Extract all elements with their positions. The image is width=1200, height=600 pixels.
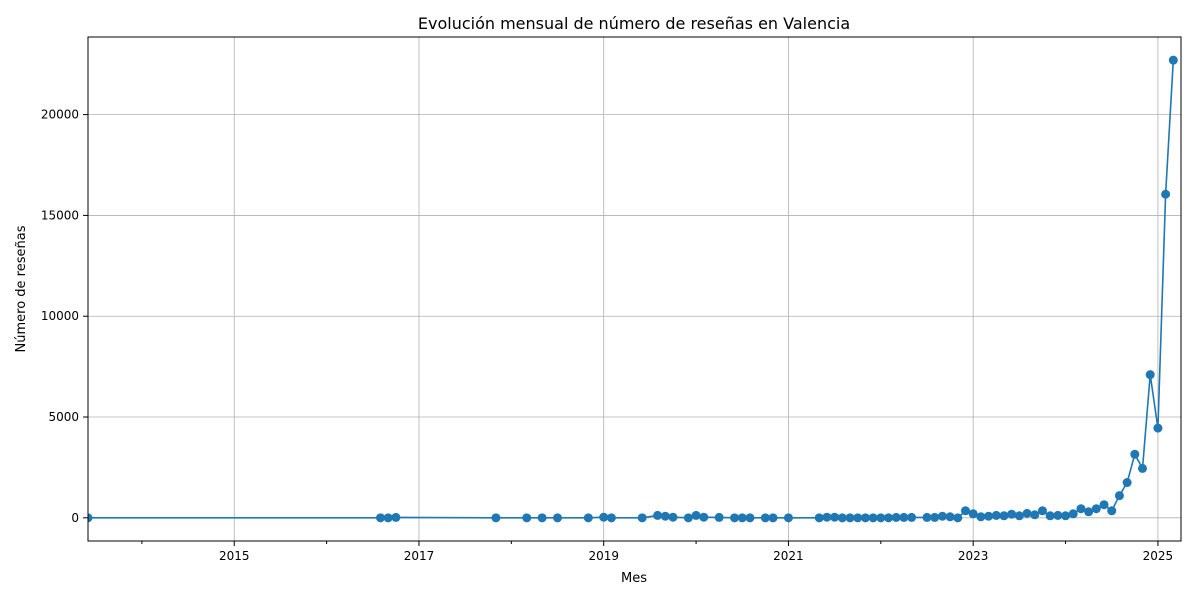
data-point — [1053, 510, 1063, 520]
data-point — [522, 513, 532, 523]
data-point — [1114, 491, 1124, 501]
data-point — [976, 512, 986, 522]
data-point — [1099, 500, 1109, 510]
data-point — [683, 513, 693, 523]
data-point — [1084, 507, 1094, 517]
data-point — [884, 513, 894, 523]
y-axis-label: Número de reseñas — [14, 225, 29, 352]
series-line — [88, 60, 1175, 519]
chart-title: Evolución mensual de número de reseñas e… — [418, 14, 850, 33]
data-point — [830, 512, 840, 522]
data-point — [860, 513, 870, 523]
data-point — [1068, 509, 1078, 519]
plot-frame — [87, 36, 1182, 542]
data-point — [1061, 511, 1071, 521]
data-point — [660, 511, 670, 521]
data-point — [88, 513, 93, 523]
data-point — [1161, 189, 1171, 199]
data-point — [907, 512, 917, 522]
x-tick-label: 2015 — [219, 549, 250, 563]
data-point — [537, 513, 547, 523]
data-point — [391, 512, 401, 522]
y-tick-label: 5000 — [48, 410, 79, 424]
data-point — [1107, 506, 1117, 516]
data-point — [699, 512, 709, 522]
data-point — [553, 513, 563, 523]
data-point — [1022, 508, 1032, 518]
data-point — [930, 512, 940, 522]
data-point — [937, 511, 947, 521]
data-point — [1138, 463, 1148, 473]
data-point — [1145, 370, 1155, 380]
data-point — [999, 511, 1009, 521]
data-point — [737, 513, 747, 523]
y-tick-label: 10000 — [41, 309, 79, 323]
data-point — [822, 512, 832, 522]
data-point — [583, 513, 593, 523]
data-point — [960, 506, 970, 516]
data-point — [945, 512, 955, 522]
x-tick-label: 2021 — [773, 549, 804, 563]
data-point — [853, 513, 863, 523]
data-point — [922, 512, 932, 522]
x-tick-label: 2023 — [958, 549, 989, 563]
data-point — [653, 510, 663, 520]
data-point — [1153, 423, 1163, 433]
data-point — [845, 513, 855, 523]
x-tick-label: 2017 — [404, 549, 435, 563]
data-point — [637, 513, 647, 523]
data-point — [606, 513, 616, 523]
data-point — [599, 512, 609, 522]
x-tick-label: 2025 — [1143, 549, 1174, 563]
data-point — [1076, 504, 1086, 514]
data-point — [668, 512, 678, 522]
data-point — [760, 513, 770, 523]
data-point — [899, 512, 909, 522]
data-point — [1014, 511, 1024, 521]
x-tick-label: 2019 — [588, 549, 619, 563]
data-point — [691, 510, 701, 520]
data-point — [968, 509, 978, 519]
data-series — [88, 55, 1178, 523]
data-point — [1030, 510, 1040, 520]
data-point — [783, 513, 793, 523]
data-point — [745, 513, 755, 523]
y-tick-label: 15000 — [41, 208, 79, 222]
data-point — [953, 513, 963, 523]
data-point — [1168, 55, 1178, 65]
data-point — [837, 513, 847, 523]
data-point — [491, 513, 501, 523]
data-point — [730, 513, 740, 523]
data-point — [876, 513, 886, 523]
data-point — [868, 513, 878, 523]
data-point — [1037, 506, 1047, 516]
data-point — [1045, 511, 1055, 521]
data-point — [383, 513, 393, 523]
data-point — [1130, 449, 1140, 459]
axis-ticks: 2015 2017 2019 2021 2023 2025 0 5000 10000 15000 2… — [41, 108, 1173, 563]
grid-lines — [88, 37, 1181, 541]
data-point — [1091, 504, 1101, 514]
data-point — [984, 511, 994, 521]
x-axis-label: Mes — [621, 571, 647, 586]
data-point — [991, 510, 1001, 520]
data-point — [1122, 478, 1132, 488]
y-tick-label: 20000 — [41, 108, 79, 122]
data-point — [375, 513, 385, 523]
data-point — [1007, 509, 1017, 519]
data-point — [814, 513, 824, 523]
data-point — [891, 512, 901, 522]
data-point — [714, 512, 724, 522]
y-tick-label: 0 — [71, 511, 79, 525]
data-point — [768, 513, 778, 523]
